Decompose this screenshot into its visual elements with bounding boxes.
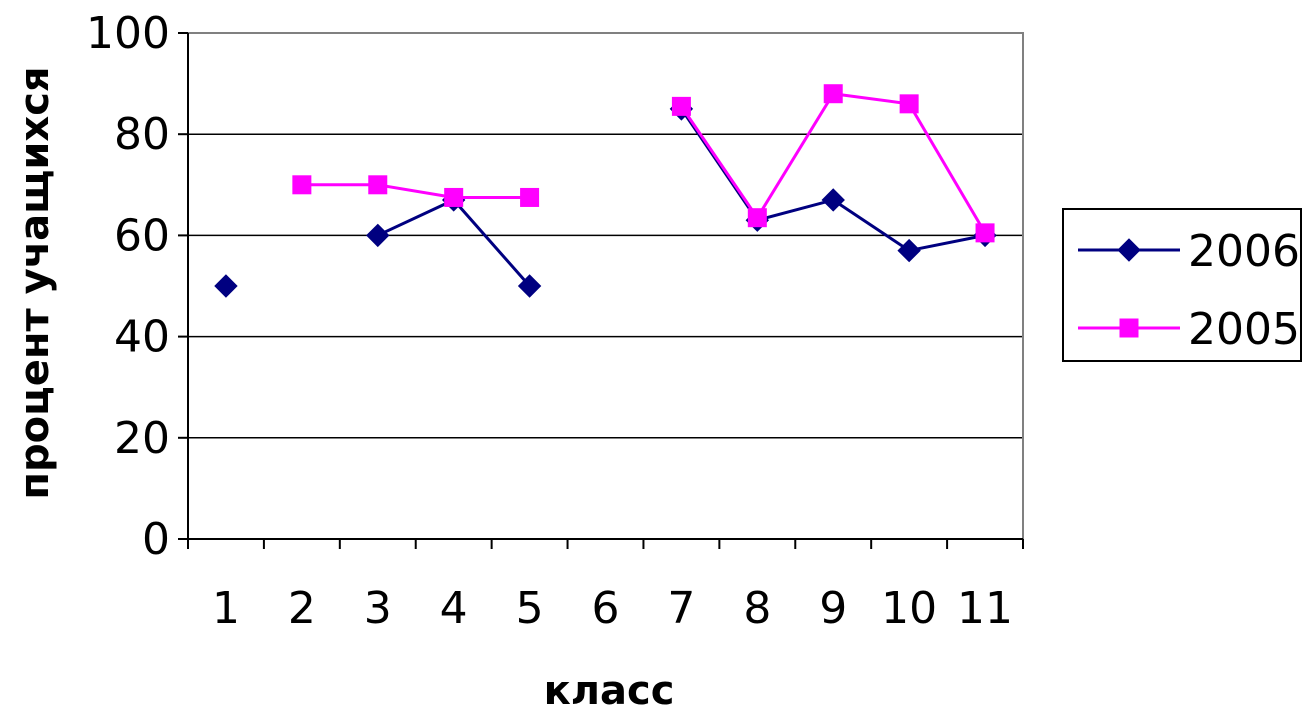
x-tick-label: 2 <box>288 583 316 634</box>
data-point-2005 <box>671 96 691 116</box>
x-tick-label: 7 <box>667 583 695 634</box>
data-point-2005 <box>975 223 995 243</box>
data-point-2005 <box>520 187 540 207</box>
y-tick-label: 40 <box>114 312 170 363</box>
x-axis-ticks: 1 2 3 4 5 6 7 8 9 10 11 <box>187 539 1024 634</box>
x-tick-label: 1 <box>212 583 240 634</box>
series-line-2005 <box>680 92 987 234</box>
series-line-2006 <box>377 198 531 287</box>
legend-label-2006: 2006 <box>1188 226 1300 277</box>
data-point-2005 <box>292 175 312 195</box>
x-tick-label: 11 <box>957 583 1013 634</box>
gridlines <box>188 133 1023 439</box>
x-tick-label: 6 <box>592 583 620 634</box>
series-line-2006 <box>680 108 986 253</box>
x-tick-label: 3 <box>364 583 392 634</box>
y-tick-label: 60 <box>114 210 170 261</box>
series-2005 <box>292 84 995 243</box>
y-tick-label: 20 <box>114 413 170 464</box>
data-point-2005 <box>747 208 767 228</box>
data-point-2006 <box>821 188 845 212</box>
x-tick-label: 4 <box>440 583 468 634</box>
y-axis-title: процент учащихся <box>12 66 58 499</box>
data-point-2005 <box>899 94 919 114</box>
x-tick-label: 10 <box>881 583 937 634</box>
legend-marker-2005 <box>1119 318 1139 338</box>
x-tick-label: 5 <box>516 583 544 634</box>
data-point-2005 <box>823 84 843 104</box>
legend-marker-2006 <box>1117 238 1141 262</box>
y-tick-label: 0 <box>142 514 170 565</box>
x-tick-label: 8 <box>743 583 771 634</box>
data-point-2006 <box>366 223 390 248</box>
data-point-2006 <box>897 238 921 263</box>
series-line-2005 <box>301 183 530 199</box>
data-point-2006 <box>214 274 238 298</box>
series-2006 <box>214 97 997 298</box>
series-lines <box>214 84 997 298</box>
data-point-2006 <box>517 274 542 298</box>
y-axis-ticks: 0 20 40 60 80 100 <box>86 8 188 565</box>
legend-box <box>1062 208 1302 362</box>
data-point-2005 <box>368 175 388 195</box>
x-axis-title: класс <box>544 668 675 710</box>
legend-label-2005: 2005 <box>1188 304 1300 355</box>
x-tick-label: 9 <box>819 583 847 634</box>
plot-area-frame <box>187 32 1024 540</box>
y-tick-label: 100 <box>86 8 170 59</box>
y-tick-label: 80 <box>114 109 170 160</box>
legend: 2006 2005 <box>1062 208 1302 362</box>
data-point-2005 <box>444 187 464 207</box>
